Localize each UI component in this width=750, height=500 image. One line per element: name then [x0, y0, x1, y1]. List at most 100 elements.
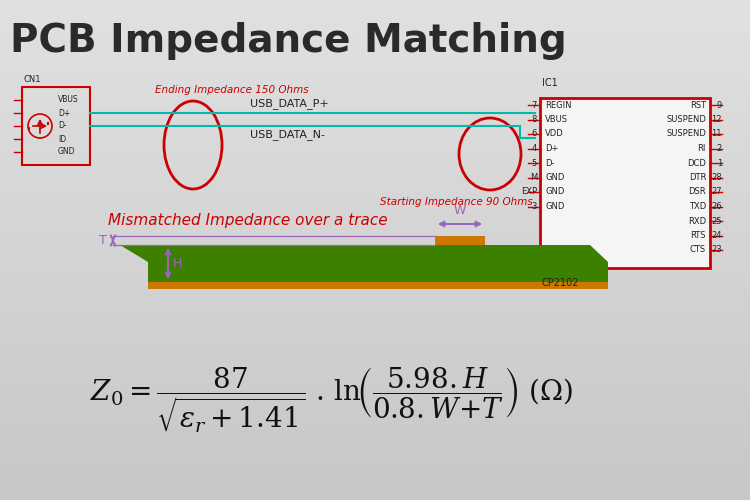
- Bar: [0, 265, 750, 266]
- Bar: [0, 441, 750, 442]
- Bar: [0, 174, 750, 175]
- Bar: [0, 466, 750, 467]
- Bar: [0, 266, 750, 267]
- Bar: [0, 57, 750, 58]
- Text: DSR: DSR: [688, 188, 706, 196]
- Bar: [0, 117, 750, 118]
- Bar: [0, 112, 750, 113]
- Bar: [0, 349, 750, 350]
- Bar: [0, 448, 750, 449]
- Bar: [0, 219, 750, 220]
- Bar: [0, 374, 750, 375]
- Text: USB_DATA_P+: USB_DATA_P+: [250, 98, 328, 109]
- Bar: [0, 76, 750, 77]
- Text: RST: RST: [690, 100, 706, 110]
- Text: VDD: VDD: [545, 130, 564, 138]
- Bar: [0, 144, 750, 145]
- Bar: [0, 236, 750, 237]
- Bar: [0, 491, 750, 492]
- Bar: [0, 182, 750, 183]
- Bar: [0, 373, 750, 374]
- Bar: [0, 189, 750, 190]
- Bar: [0, 336, 750, 337]
- Bar: [0, 175, 750, 176]
- Bar: [0, 47, 750, 48]
- Bar: [0, 398, 750, 399]
- Bar: [0, 195, 750, 196]
- Text: USB_DATA_N-: USB_DATA_N-: [250, 129, 325, 140]
- Bar: [0, 196, 750, 197]
- Bar: [0, 300, 750, 301]
- Bar: [0, 133, 750, 134]
- Bar: [0, 407, 750, 408]
- Bar: [0, 381, 750, 382]
- Bar: [0, 44, 750, 45]
- Bar: [0, 304, 750, 305]
- Text: DTR: DTR: [688, 173, 706, 182]
- Bar: [0, 257, 750, 258]
- Bar: [0, 366, 750, 367]
- Bar: [0, 87, 750, 88]
- Bar: [0, 238, 750, 239]
- Bar: [0, 153, 750, 154]
- Bar: [0, 371, 750, 372]
- Bar: [0, 52, 750, 53]
- Bar: [0, 383, 750, 384]
- Bar: [0, 324, 750, 325]
- Bar: [0, 225, 750, 226]
- Bar: [0, 79, 750, 80]
- Bar: [0, 427, 750, 428]
- Bar: [0, 450, 750, 451]
- Bar: [0, 254, 750, 255]
- Bar: [0, 345, 750, 346]
- Bar: [0, 391, 750, 392]
- Bar: [0, 429, 750, 430]
- Bar: [0, 269, 750, 270]
- Bar: [0, 311, 750, 312]
- Text: 12: 12: [712, 115, 722, 124]
- Bar: [0, 443, 750, 444]
- Bar: [0, 48, 750, 49]
- Bar: [0, 465, 750, 466]
- Bar: [0, 1, 750, 2]
- Text: VBUS: VBUS: [58, 96, 79, 104]
- Bar: [0, 421, 750, 422]
- Bar: [0, 178, 750, 179]
- Bar: [0, 162, 750, 163]
- Bar: [0, 246, 750, 247]
- Bar: [0, 198, 750, 199]
- Bar: [0, 435, 750, 436]
- Bar: [0, 49, 750, 50]
- Text: 1: 1: [717, 158, 722, 168]
- Bar: [0, 360, 750, 361]
- Bar: [0, 317, 750, 318]
- Text: 11: 11: [712, 130, 722, 138]
- Bar: [0, 139, 750, 140]
- Bar: [0, 310, 750, 311]
- Bar: [0, 315, 750, 316]
- Bar: [0, 88, 750, 89]
- Bar: [0, 240, 750, 241]
- Bar: [0, 232, 750, 233]
- Bar: [0, 61, 750, 62]
- Text: GND: GND: [545, 202, 564, 211]
- Bar: [0, 469, 750, 470]
- Bar: [0, 22, 750, 23]
- Bar: [0, 64, 750, 65]
- Bar: [0, 123, 750, 124]
- Bar: [0, 301, 750, 302]
- Bar: [0, 368, 750, 369]
- Bar: [0, 21, 750, 22]
- Bar: [0, 331, 750, 332]
- Bar: [0, 457, 750, 458]
- Bar: [0, 337, 750, 338]
- Bar: [0, 452, 750, 453]
- Bar: [0, 409, 750, 410]
- Bar: [0, 419, 750, 420]
- Text: IC1: IC1: [542, 78, 558, 88]
- Bar: [0, 167, 750, 168]
- Bar: [0, 34, 750, 35]
- Bar: [0, 332, 750, 333]
- Bar: [0, 89, 750, 90]
- Bar: [0, 101, 750, 102]
